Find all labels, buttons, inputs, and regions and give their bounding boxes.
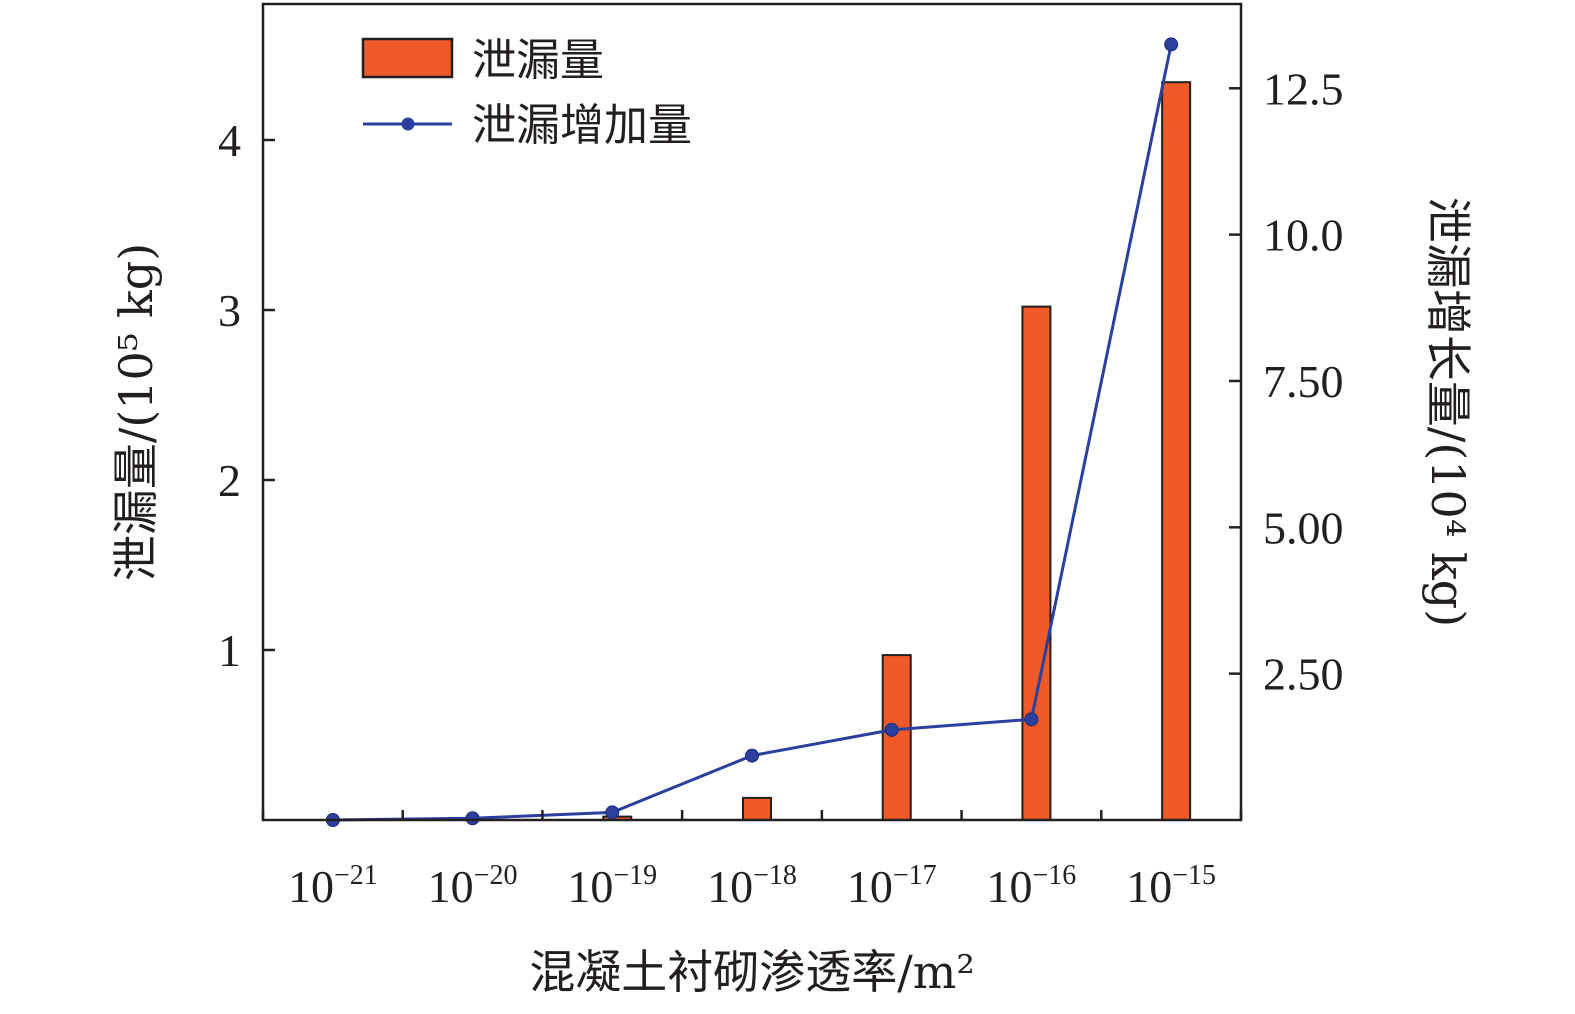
legend-bar-swatch	[361, 37, 454, 79]
y-left-tick-label: 3	[218, 285, 241, 336]
y-axis-right-title: 泄漏增长量/(10⁴ kg)	[1421, 197, 1475, 627]
x-tick-label: 10−19	[567, 860, 657, 912]
data-point	[1024, 712, 1039, 727]
x-axis-title: 混凝土衬砌渗透率/m²	[529, 945, 975, 999]
x-tick-label-exponent: −21	[334, 860, 378, 891]
legend-line-label: 泄漏增加量	[472, 100, 692, 151]
x-tick-label-base: 10	[1126, 861, 1172, 912]
y-right-tick-label: 7.50	[1263, 356, 1344, 407]
y-right-tick-label: 12.5	[1263, 63, 1344, 114]
x-tick-label-exponent: −19	[613, 860, 657, 891]
x-tick-label-exponent: −16	[1033, 860, 1077, 891]
data-point	[1164, 37, 1179, 52]
x-tick-label: 10−17	[847, 860, 937, 912]
x-tick-label: 10−15	[1126, 860, 1216, 912]
data-point	[884, 722, 899, 737]
x-tick-labels: 10−21 10−20 10−19 10−18 10−17 10−16 10−15	[288, 860, 1216, 912]
y-right-tick-label: 10.0	[1263, 210, 1344, 261]
y-right-tick-label: 2.50	[1263, 649, 1344, 700]
bars-layer	[462, 81, 1192, 822]
y-right-tick-label: 5.00	[1263, 502, 1344, 553]
plot-frame	[261, 2, 1243, 822]
x-tick-label-base: 10	[567, 861, 613, 912]
x-tick-label-base: 10	[707, 861, 753, 912]
y-left-tick-label: 2	[218, 455, 241, 506]
x-tick-label: 10−20	[428, 860, 518, 912]
x-tick-label-base: 10	[428, 861, 474, 912]
x-tick-label-base: 10	[847, 861, 893, 912]
legend-bar-label: 泄漏量	[472, 35, 604, 86]
bar	[881, 654, 912, 821]
y-axis-left-title: 泄漏量/(10⁵ kg)	[109, 243, 163, 581]
data-point	[605, 805, 620, 820]
x-tick-label-exponent: −18	[753, 860, 797, 891]
x-tick-label-exponent: −15	[1172, 860, 1216, 891]
x-tick-label-base: 10	[288, 861, 334, 912]
x-tick-label-exponent: −17	[893, 860, 937, 891]
y-left-tick-label: 4	[218, 115, 241, 166]
bar	[1161, 81, 1192, 821]
x-tick-label: 10−21	[288, 860, 378, 912]
ticks-layer: 1 2 3 4 2.50 5.00 7.50 10.0 12.5	[218, 63, 1344, 820]
legend: 泄漏量 泄漏增加量	[361, 35, 692, 151]
x-tick-label-exponent: −20	[474, 860, 518, 891]
x-tick-label-base: 10	[987, 861, 1033, 912]
y-left-tick-label: 1	[218, 625, 241, 676]
legend-line-marker	[401, 117, 415, 131]
data-point	[465, 811, 480, 826]
bar	[1021, 305, 1052, 822]
bar	[742, 796, 772, 822]
x-tick-label: 10−16	[987, 860, 1077, 912]
line-layer	[325, 37, 1179, 827]
data-point	[745, 748, 759, 763]
x-tick-label: 10−18	[707, 860, 797, 912]
